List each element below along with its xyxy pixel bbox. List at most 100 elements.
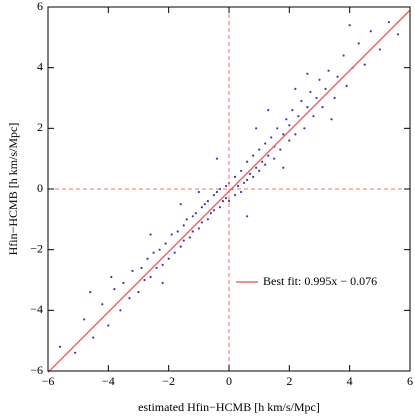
point — [294, 87, 297, 90]
point — [306, 72, 309, 75]
point — [203, 203, 206, 206]
point — [312, 115, 315, 118]
point — [113, 288, 116, 291]
point — [92, 336, 95, 339]
point — [276, 127, 279, 130]
point — [342, 54, 345, 57]
legend-box — [230, 271, 406, 293]
point — [128, 297, 131, 300]
point — [288, 124, 291, 127]
y-tick-label: 6 — [37, 0, 43, 13]
point — [306, 106, 309, 109]
point — [273, 157, 276, 160]
point — [288, 139, 291, 142]
point — [197, 227, 200, 230]
point — [267, 109, 270, 112]
y-tick-label: 2 — [37, 120, 43, 134]
point — [158, 248, 161, 251]
point — [267, 154, 270, 157]
point — [188, 236, 191, 239]
point — [146, 257, 149, 260]
point — [58, 345, 62, 348]
point — [173, 251, 176, 254]
point — [212, 193, 216, 197]
point — [282, 166, 285, 169]
point — [330, 118, 333, 121]
point — [291, 109, 294, 112]
point — [242, 181, 246, 185]
point — [131, 269, 134, 272]
point — [83, 318, 86, 321]
point — [152, 251, 155, 254]
x-tick-label: 4 — [347, 374, 353, 388]
point — [348, 24, 351, 27]
point — [315, 96, 318, 100]
point — [164, 242, 167, 245]
point — [107, 324, 110, 327]
point — [200, 206, 203, 209]
point — [258, 148, 261, 151]
point — [179, 203, 182, 206]
point — [227, 200, 231, 203]
point — [110, 275, 113, 279]
point — [258, 169, 261, 172]
fit-line — [47, 9, 411, 373]
legend-label: Best fit: 0.995x − 0.076 — [263, 274, 377, 288]
point — [300, 99, 303, 103]
point — [137, 291, 140, 294]
point — [309, 90, 312, 94]
point — [182, 224, 185, 227]
point — [224, 184, 228, 188]
x-tick-label: 6 — [407, 374, 413, 388]
point — [101, 303, 104, 306]
point — [255, 166, 258, 169]
point — [285, 118, 288, 121]
point — [212, 209, 216, 212]
point — [327, 69, 330, 72]
point — [246, 178, 249, 181]
y-tick-label: −6 — [30, 363, 43, 377]
point — [224, 197, 228, 200]
point — [270, 136, 273, 139]
point — [161, 263, 164, 266]
point — [206, 200, 209, 203]
point — [264, 142, 267, 145]
point — [303, 127, 306, 130]
point — [321, 106, 324, 109]
point — [89, 291, 92, 294]
point — [194, 212, 197, 215]
point — [143, 278, 146, 282]
point — [149, 233, 152, 236]
point — [357, 42, 360, 45]
point — [396, 33, 400, 36]
point — [369, 30, 372, 33]
y-tick-label: −2 — [30, 241, 43, 255]
point — [215, 157, 219, 160]
point — [264, 163, 267, 166]
point — [239, 190, 243, 194]
point — [252, 154, 255, 157]
point — [191, 230, 194, 233]
point — [233, 193, 237, 197]
point — [324, 87, 327, 90]
point — [218, 206, 222, 209]
point — [378, 48, 381, 51]
y-tick-label: 0 — [37, 181, 43, 195]
x-tick-label: −4 — [102, 374, 115, 388]
y-tick-label: 4 — [37, 59, 43, 73]
y-axis-label: Hfin−HCMB [h km/s/Mpc] — [6, 123, 20, 256]
point — [176, 230, 179, 233]
point — [233, 175, 237, 178]
x-tick-label: −2 — [162, 374, 175, 388]
point — [387, 21, 390, 24]
point — [191, 215, 194, 218]
point — [249, 172, 252, 175]
point — [333, 96, 336, 100]
point — [336, 75, 339, 78]
point — [209, 212, 212, 215]
y-tick-label: −4 — [30, 302, 43, 316]
point — [161, 281, 164, 285]
point — [294, 133, 297, 136]
point — [122, 281, 125, 285]
point — [236, 184, 240, 188]
